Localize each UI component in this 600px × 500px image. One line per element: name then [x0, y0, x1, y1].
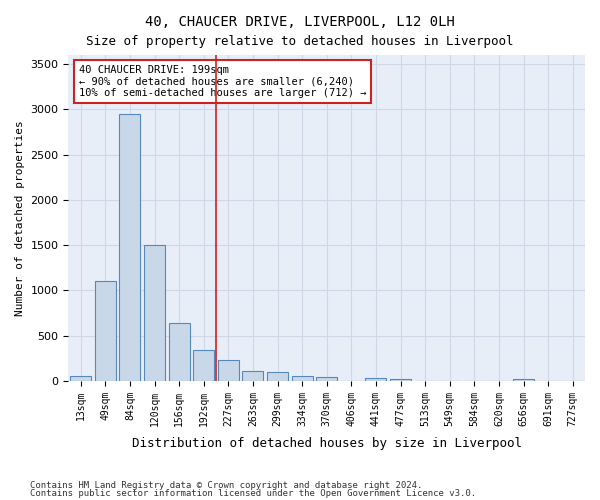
Bar	[267, 372, 288, 381]
Bar	[390, 378, 411, 381]
Bar	[242, 371, 263, 381]
Y-axis label: Number of detached properties: Number of detached properties	[15, 120, 25, 316]
Bar	[70, 376, 91, 381]
Text: Size of property relative to detached houses in Liverpool: Size of property relative to detached ho…	[86, 35, 514, 48]
Bar	[218, 360, 239, 381]
X-axis label: Distribution of detached houses by size in Liverpool: Distribution of detached houses by size …	[132, 437, 522, 450]
Bar	[95, 282, 116, 381]
Bar	[292, 376, 313, 381]
Bar	[365, 378, 386, 381]
Bar	[193, 350, 214, 381]
Bar	[119, 114, 140, 381]
Text: Contains HM Land Registry data © Crown copyright and database right 2024.: Contains HM Land Registry data © Crown c…	[30, 481, 422, 490]
Bar	[513, 378, 534, 381]
Text: 40 CHAUCER DRIVE: 199sqm
← 90% of detached houses are smaller (6,240)
10% of sem: 40 CHAUCER DRIVE: 199sqm ← 90% of detach…	[79, 65, 366, 98]
Text: Contains public sector information licensed under the Open Government Licence v3: Contains public sector information licen…	[30, 488, 476, 498]
Bar	[144, 245, 165, 381]
Bar	[316, 378, 337, 381]
Bar	[169, 323, 190, 381]
Text: 40, CHAUCER DRIVE, LIVERPOOL, L12 0LH: 40, CHAUCER DRIVE, LIVERPOOL, L12 0LH	[145, 15, 455, 29]
